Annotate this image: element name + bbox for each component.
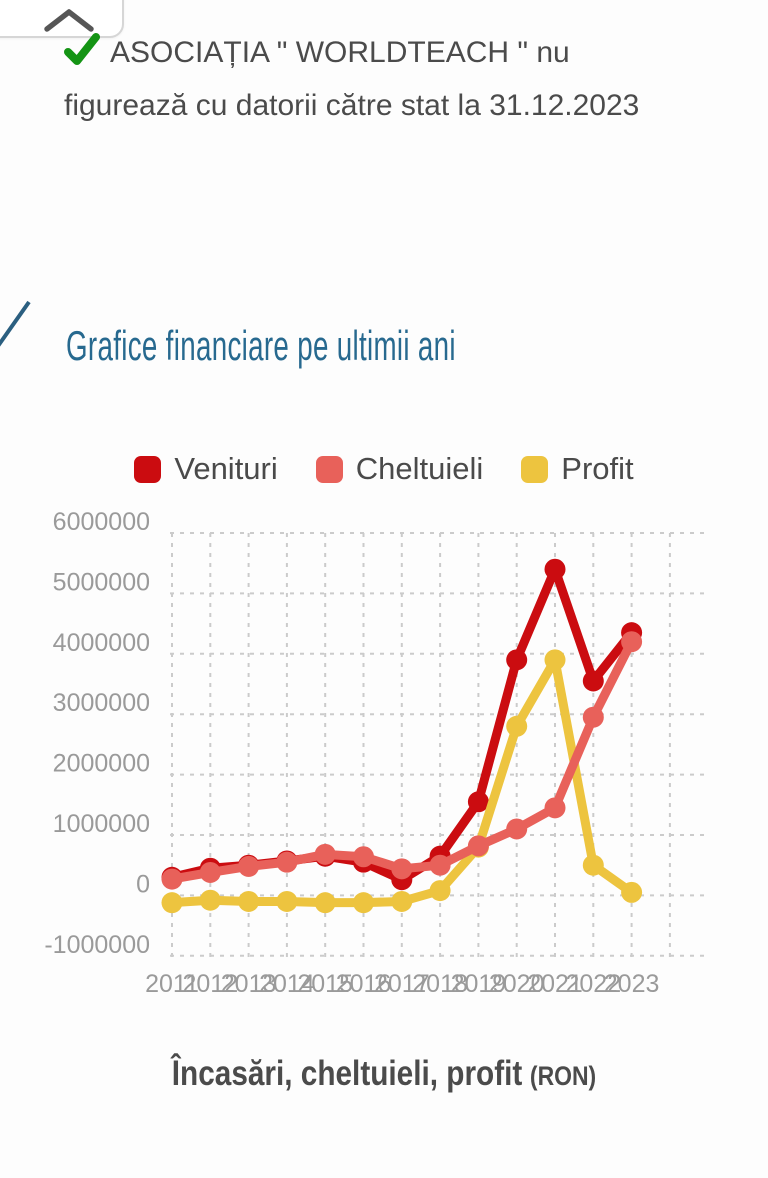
x-axis-tick-label: 2012: [182, 970, 238, 998]
caption-unit: (RON): [529, 1061, 597, 1091]
chart-series-profit: [161, 649, 643, 914]
legend-item-cheltuieli[interactable]: Cheltuieli: [315, 451, 484, 487]
legend-item-profit[interactable]: Profit: [521, 451, 634, 487]
chart-caption: Încasări, cheltuieli, profit (RON): [58, 1054, 711, 1094]
legend-label: Profit: [561, 451, 634, 486]
legend-label: Venituri: [174, 451, 278, 486]
x-axis-tick-label: 2013: [221, 970, 277, 998]
x-axis-tick-label: 2021: [527, 970, 583, 998]
y-axis-tick-label: 0: [136, 870, 150, 898]
x-axis-tick-label: 2014: [259, 970, 315, 998]
financial-line-chart: 6000000 5000000 4000000 3000000 2000000 10000…: [44, 508, 710, 998]
x-axis-tick-label: 2020: [489, 970, 545, 998]
section-corner-decoration: [0, 300, 768, 347]
section-title: Grafice financiare pe ultimii ani: [66, 322, 456, 369]
legend-label: Cheltuieli: [355, 451, 484, 486]
profit-swatch: [521, 455, 549, 483]
collapse-button[interactable]: [0, 0, 124, 38]
check-icon: [64, 33, 100, 65]
chart-series-cheltuieli: [161, 631, 643, 890]
y-axis-tick-label: 6000000: [53, 508, 150, 536]
x-axis-tick-label: 2023: [604, 970, 660, 998]
x-axis-tick-label: 2016: [336, 970, 392, 998]
y-axis-tick-label: 2000000: [53, 750, 150, 778]
x-axis-tick-label: 2019: [451, 970, 507, 998]
status-message: ASOCIAȚIA " WORLDTEACH " nu figurează cu…: [64, 26, 649, 132]
x-axis-tick-label: 2018: [412, 970, 468, 998]
x-axis-tick-label: 2017: [374, 970, 430, 998]
y-axis-tick-label: -1000000: [44, 931, 150, 959]
y-axis-tick-label: 5000000: [53, 568, 150, 596]
y-axis-tick-label: 4000000: [53, 629, 150, 657]
caption-title: Încasări, cheltuieli, profit: [171, 1054, 523, 1093]
chart-legend: Venituri Cheltuieli Profit: [0, 451, 768, 487]
legend-item-venituri[interactable]: Venituri: [134, 451, 278, 487]
x-axis-tick-label: 2011: [145, 970, 199, 998]
chevron-up-icon: [44, 9, 94, 32]
venituri-swatch: [134, 455, 162, 483]
y-axis-tick-label: 3000000: [53, 689, 150, 717]
status-text: ASOCIAȚIA " WORLDTEACH " nu figurează cu…: [64, 36, 640, 122]
x-axis-tick-label: 2022: [565, 970, 621, 998]
cheltuieli-swatch: [315, 455, 343, 483]
x-axis-tick-label: 2015: [297, 970, 353, 998]
y-axis-tick-label: 1000000: [53, 810, 150, 838]
